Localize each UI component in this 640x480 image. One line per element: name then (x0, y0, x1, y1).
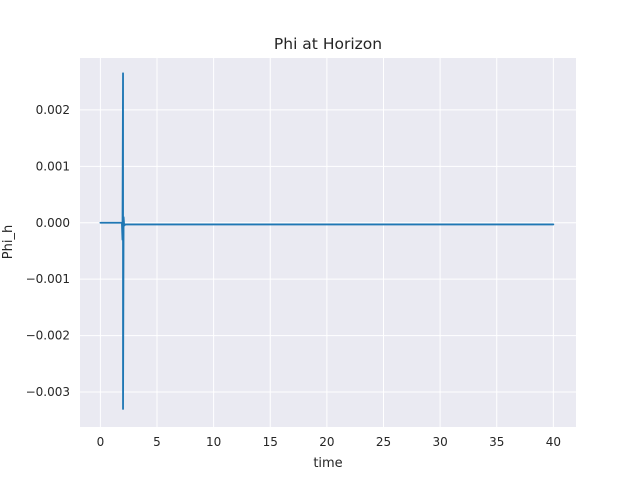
y-tick-labels: −0.003 −0.002 −0.001 0.000 0.001 0.002 (26, 103, 70, 399)
x-tick-label: 15 (263, 435, 278, 449)
y-tick-label: −0.003 (26, 385, 70, 399)
x-tick-label: 35 (489, 435, 504, 449)
x-tick-label: 0 (97, 435, 105, 449)
series-line-0 (99, 72, 555, 410)
y-axis-label: Phi_h (1, 225, 16, 259)
x-tick-label: 25 (376, 435, 391, 449)
x-tick-label: 40 (546, 435, 561, 449)
series-group (99, 72, 555, 410)
x-tick-label: 20 (319, 435, 334, 449)
x-tick-labels: 0 5 10 15 20 25 30 35 40 (97, 435, 561, 449)
x-axis-label: time (313, 456, 342, 471)
x-tick-label: 5 (153, 435, 161, 449)
chart-title: Phi at Horizon (274, 35, 382, 53)
x-tick-label: 10 (206, 435, 221, 449)
y-tick-label: −0.002 (26, 329, 70, 343)
y-tick-label: 0.000 (36, 216, 70, 230)
y-tick-label: −0.001 (26, 272, 70, 286)
y-tick-label: 0.002 (36, 103, 70, 117)
x-tick-label: 30 (432, 435, 447, 449)
y-tick-label: 0.001 (36, 159, 70, 173)
grid (80, 58, 576, 427)
plot-background (80, 58, 576, 427)
